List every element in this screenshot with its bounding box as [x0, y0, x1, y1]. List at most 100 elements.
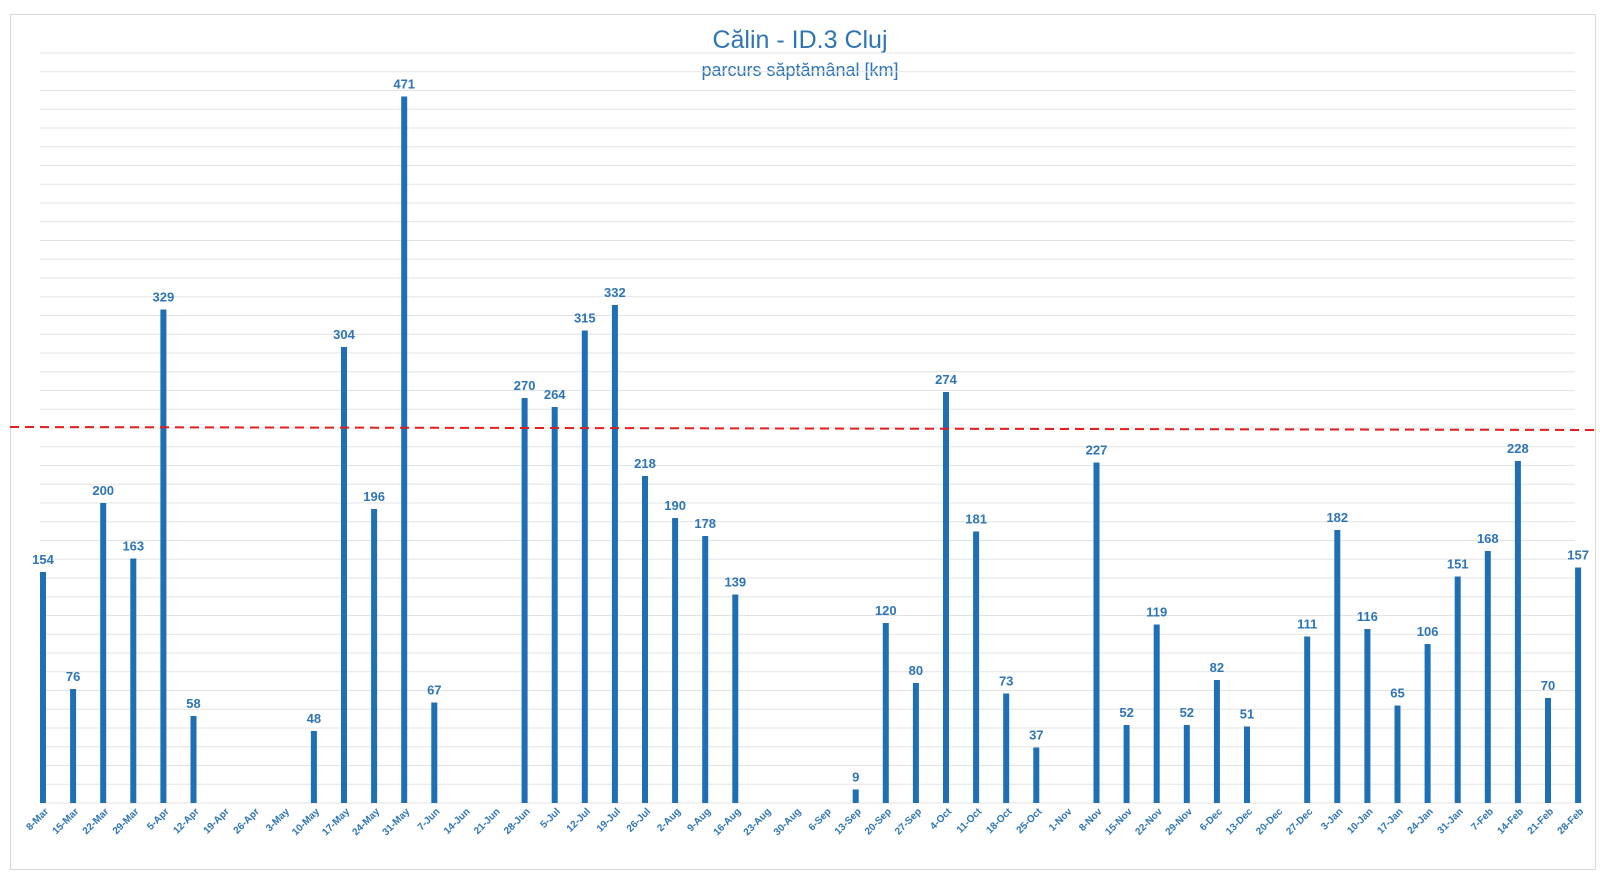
x-tick-label: 19-Jul: [595, 806, 623, 834]
data-label: 168: [1477, 531, 1499, 546]
bar: [1484, 551, 1491, 803]
reference-line: [9, 426, 1597, 431]
bar: [1153, 624, 1160, 803]
bar: [973, 531, 980, 803]
bar: [521, 398, 528, 803]
data-label: 111: [1297, 617, 1317, 632]
x-tick-label: 17-May: [320, 806, 352, 838]
x-tick-label: 14-Jun: [442, 806, 473, 837]
bar: [190, 716, 197, 803]
data-label: 139: [724, 575, 746, 590]
bar: [310, 731, 317, 803]
data-label: 227: [1086, 443, 1108, 458]
chart-subtitle: parcurs săptămânal [km]: [701, 60, 899, 80]
data-label: 119: [1146, 605, 1167, 620]
bar: [1394, 705, 1401, 803]
x-tick-label: 31-Jan: [1436, 806, 1466, 836]
data-label: 120: [875, 603, 897, 618]
bar: [1575, 567, 1582, 803]
bar: [1244, 726, 1250, 803]
data-label: 329: [153, 290, 175, 305]
data-label: 270: [514, 378, 536, 393]
bar: [1183, 725, 1190, 803]
x-tick-label: 10-Jan: [1345, 806, 1375, 836]
x-tick-label: 9-Aug: [686, 806, 714, 834]
bar: [642, 476, 648, 803]
data-label: 196: [363, 489, 385, 504]
data-label: 73: [999, 674, 1013, 689]
x-tick-label: 7-Jun: [416, 806, 443, 833]
bar: [371, 509, 378, 803]
data-label: 471: [393, 77, 415, 92]
bar: [40, 572, 46, 803]
bar: [341, 347, 347, 803]
data-label: 52: [1180, 705, 1194, 720]
data-label: 332: [604, 285, 626, 300]
bar: [611, 305, 618, 803]
data-label: 182: [1326, 510, 1348, 525]
x-tick-label: 15-Mar: [51, 806, 82, 837]
bar: [130, 558, 137, 803]
x-tick-label: 29-Nov: [1164, 806, 1196, 838]
x-tick-label: 22-Mar: [81, 806, 112, 837]
x-tick-label: 6-Dec: [1198, 806, 1225, 833]
data-label: 178: [694, 516, 716, 531]
x-tick-label: 14-Feb: [1495, 806, 1526, 837]
data-label: 70: [1541, 678, 1555, 693]
bar: [1545, 698, 1551, 803]
data-labels: 154 76 200 163 329 58 48 304 196 471 67 270 264 315 33…: [32, 77, 1589, 785]
x-tick-label: 27-Dec: [1284, 806, 1315, 837]
data-label: 116: [1357, 609, 1378, 624]
x-tick-label: 8-Mar: [24, 806, 51, 833]
x-tick-label: 6-Sep: [807, 806, 834, 833]
bar: [1003, 693, 1010, 803]
x-tick-label: 16-Aug: [712, 806, 744, 838]
data-label: 151: [1447, 557, 1469, 572]
data-label: 228: [1507, 441, 1529, 456]
x-tick-label: 19-Apr: [202, 806, 232, 836]
gridlines: [40, 52, 1575, 804]
data-label: 51: [1240, 707, 1254, 722]
x-tick-label: 17-Jan: [1375, 806, 1405, 836]
x-tick-label: 7-Feb: [1469, 806, 1496, 833]
x-tick-label: 22-Nov: [1133, 806, 1165, 838]
x-tick-label: 13-Sep: [833, 806, 864, 837]
x-tick-label: 26-Jul: [625, 806, 653, 834]
x-tick-label: 28-Feb: [1556, 806, 1587, 837]
x-tick-label: 21-Jun: [472, 806, 503, 837]
x-tick-label: 2-Aug: [655, 806, 683, 834]
bar: [882, 623, 889, 803]
data-label: 163: [122, 539, 144, 554]
data-label: 76: [66, 669, 80, 684]
bar: [702, 536, 709, 803]
bar: [943, 392, 949, 803]
data-label: 190: [664, 498, 686, 513]
x-tick-label: 4-Oct: [928, 806, 954, 832]
bar: [1213, 680, 1220, 803]
data-label: 9: [852, 770, 859, 785]
bar: [852, 789, 859, 803]
bar: [1304, 636, 1311, 803]
x-tick-label: 23-Aug: [742, 806, 774, 838]
data-label: 218: [634, 456, 656, 471]
bar: [1514, 461, 1521, 803]
bar: [672, 518, 679, 803]
bar: [732, 594, 739, 803]
data-label: 264: [544, 387, 566, 402]
x-tick-label: 30-Aug: [772, 806, 804, 838]
bar: [1123, 725, 1130, 803]
x-tick-label: 1-Nov: [1047, 806, 1075, 834]
bar: [160, 309, 167, 803]
bar: [431, 702, 438, 803]
x-tick-label: 29-Mar: [111, 806, 142, 837]
data-label: 274: [935, 372, 957, 387]
bar: [1093, 462, 1100, 803]
x-tick-label: 12-Jul: [565, 806, 593, 834]
x-tick-label: 3-Jan: [1319, 806, 1345, 832]
x-tick-label: 3-May: [264, 806, 292, 834]
data-label: 154: [32, 552, 54, 567]
x-tick-label: 20-Dec: [1254, 806, 1285, 837]
x-tick-label: 11-Oct: [955, 806, 985, 836]
bar: [581, 330, 588, 803]
x-tick-label: 20-Sep: [863, 806, 894, 837]
